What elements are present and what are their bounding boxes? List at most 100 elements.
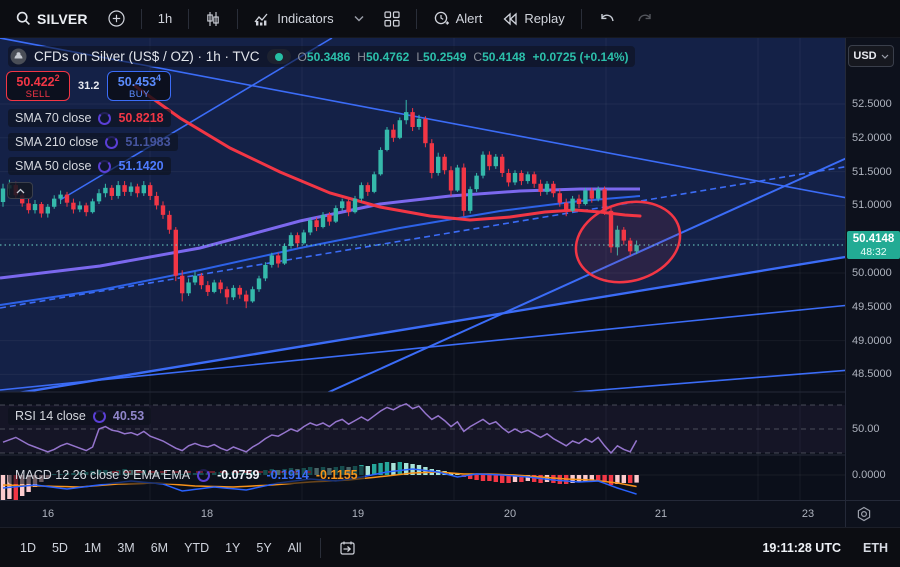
interval-button[interactable]: 1h [150, 7, 180, 30]
pane-collapse-button[interactable] [7, 182, 33, 199]
candle [128, 186, 134, 192]
market-open-dot-icon [274, 52, 283, 61]
currency-dropdown[interactable]: USD [848, 45, 894, 67]
candle [276, 255, 281, 264]
ohlc-values: O50.3486 H50.4762 L50.2549 C50.4148 +0.0… [297, 49, 629, 64]
trendline-drawing [0, 304, 845, 391]
trendline-drawing [326, 157, 845, 392]
chart-canvas[interactable] [0, 38, 845, 500]
symbol-search-button[interactable]: SILVER [8, 7, 96, 31]
indicators-button[interactable]: Indicators [246, 7, 341, 31]
price-axis-label: 49.0000 [852, 334, 892, 347]
session-label[interactable]: ETH [863, 540, 888, 555]
rsi-line [2, 402, 638, 455]
alert-button[interactable]: Alert [425, 6, 491, 31]
price-axis[interactable]: USD 52.500052.000051.500051.000050.50005… [845, 38, 900, 500]
candle [20, 195, 25, 204]
indicators-icon [254, 13, 268, 25]
macd-histogram-bar [634, 475, 639, 483]
macd-histogram-bar [455, 474, 460, 475]
candle [333, 208, 338, 222]
study-loading-icon [92, 409, 106, 423]
candle [429, 143, 434, 173]
price-axis-label: 50.0000 [852, 267, 892, 279]
alert-clock-icon [434, 11, 449, 25]
candle [628, 240, 633, 252]
time-axis[interactable]: 16 18 19 20 21 23 [0, 500, 845, 527]
candle [45, 206, 50, 214]
range-button-3m[interactable]: 3M [117, 540, 135, 555]
candle [416, 118, 422, 127]
candle [96, 193, 102, 202]
candle [64, 194, 70, 203]
sell-price: 50.422 [16, 75, 55, 90]
toolbar-divider [140, 8, 142, 29]
alert-label: Alert [455, 11, 483, 26]
candle [564, 202, 569, 211]
study-value: 40.53 [112, 409, 145, 423]
indicator-templates-button[interactable] [346, 11, 372, 26]
ellipse-annotation [574, 200, 682, 284]
candle [512, 172, 518, 183]
candle [551, 183, 556, 194]
redo-button[interactable] [628, 8, 662, 30]
spread-value: 31.2 [78, 80, 100, 92]
study-legend-row[interactable]: RSI 14 close 40.53 [8, 407, 152, 425]
candle [538, 183, 543, 192]
range-button-ytd[interactable]: YTD [184, 540, 210, 555]
range-button-5y[interactable]: 5Y [256, 540, 272, 555]
candle [634, 245, 639, 252]
study-loading-icon [197, 468, 211, 482]
candle [461, 167, 466, 211]
symbol-legend[interactable]: CFDs on Silver (US$ / OZ) · 1h · TVC O50… [8, 46, 635, 67]
study-legend-row[interactable]: SMA 50 close 51.1420 [8, 157, 171, 175]
candle [109, 187, 114, 196]
range-button-1y[interactable]: 1Y [225, 540, 241, 555]
buy-button[interactable]: 50.4534 BUY [107, 71, 172, 101]
macd-histogram-bar [615, 475, 620, 484]
undo-button[interactable] [590, 8, 624, 30]
market-status-pill[interactable] [266, 49, 291, 64]
range-button-all[interactable]: All [287, 540, 302, 555]
candle [615, 229, 620, 248]
compare-add-symbol-button[interactable] [100, 6, 133, 31]
macd-histogram-bar [628, 475, 633, 483]
sell-button[interactable]: 50.4222 SELL [6, 71, 70, 101]
candle [39, 204, 44, 214]
symbol-title: CFDs on Silver (US$ / OZ) · 1h · TVC [34, 49, 260, 64]
replay-button[interactable]: Replay [494, 7, 572, 30]
go-to-date-button[interactable] [331, 536, 364, 560]
study-legend-row[interactable]: SMA 70 close 50.8218 [8, 109, 171, 127]
chart-style-button[interactable] [197, 7, 229, 31]
candle [583, 190, 588, 205]
study-value: -0.1914 [266, 468, 309, 482]
candle [148, 185, 153, 196]
study-legend-row[interactable]: MACD 12 26 close 9 EMA EMA -0.0759 -0.1914… [8, 466, 365, 484]
macd-histogram-bar [468, 475, 473, 479]
candle [519, 172, 524, 182]
study-value: -0.0759 [217, 468, 260, 482]
search-icon [16, 11, 30, 25]
time-axis-label: 18 [200, 508, 214, 520]
replay-label: Replay [524, 11, 565, 26]
macd-histogram-bar [397, 462, 402, 475]
toolbar-divider [415, 8, 417, 29]
clock[interactable]: 19:11:28 UTC [762, 540, 841, 555]
top-toolbar: SILVER 1h Indicators Alert [0, 0, 900, 38]
range-button-1d[interactable]: 1D [20, 540, 36, 555]
range-button-5d[interactable]: 5D [51, 540, 68, 555]
study-legend-row[interactable]: SMA 210 close 51.1983 [8, 133, 178, 151]
chevron-down-icon [881, 54, 889, 59]
macd-histogram-bar [621, 475, 626, 483]
candle [205, 285, 210, 292]
candle [544, 183, 550, 192]
axis-settings-icon[interactable] [856, 506, 872, 522]
candle [52, 198, 57, 207]
candle [167, 214, 172, 230]
range-button-6m[interactable]: 6M [150, 540, 169, 555]
layout-grid-button[interactable] [376, 7, 408, 31]
candle [570, 198, 575, 211]
buy-price: 50.453 [117, 75, 157, 90]
range-button-1m[interactable]: 1M [83, 540, 102, 555]
grid-layout-icon [383, 10, 400, 27]
